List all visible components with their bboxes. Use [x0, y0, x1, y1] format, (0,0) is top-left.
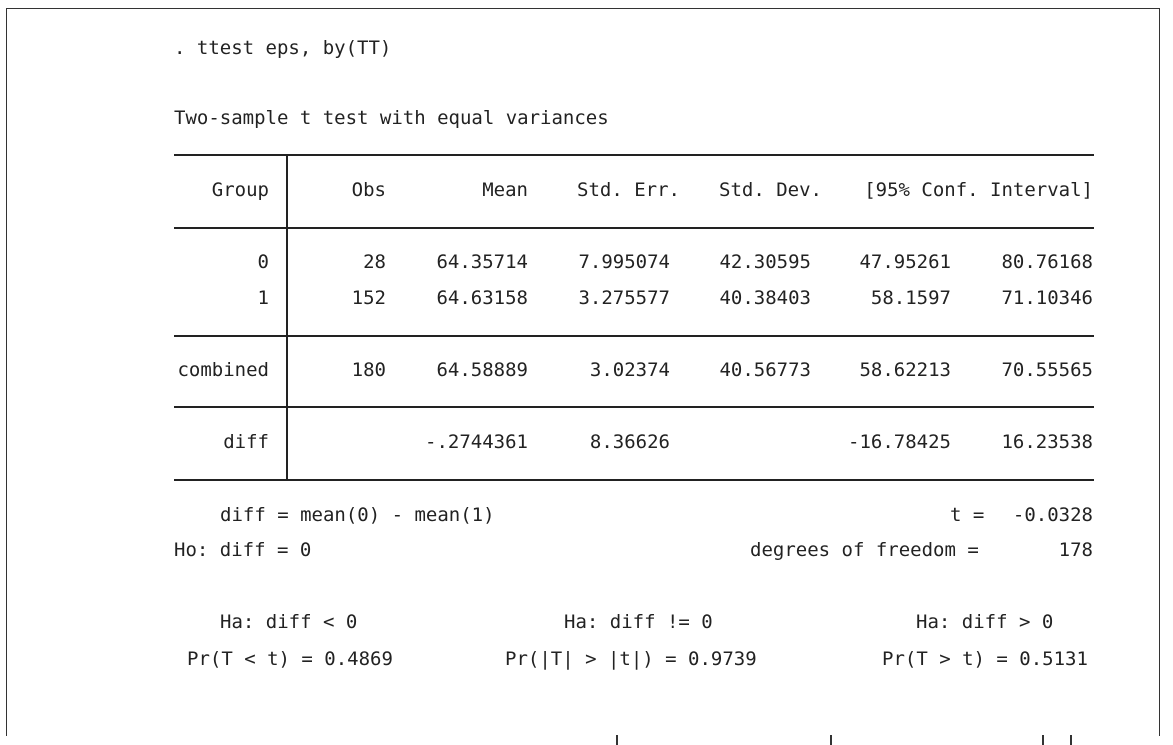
- pr-less: Pr(T < t) = 0.4869: [187, 648, 393, 670]
- row-1-mean: 64.63158: [436, 287, 528, 309]
- combined-ci-high: 70.55565: [1001, 359, 1093, 381]
- diff-definition: diff = mean(0) - mean(1): [220, 504, 495, 526]
- row-1-ci-low: 58.1597: [870, 287, 951, 309]
- row-1-std-dev: 40.38403: [719, 287, 811, 309]
- col-header-conf-interval: [95% Conf. Interval]: [864, 179, 1093, 201]
- null-hypothesis: Ho: diff = 0: [174, 539, 312, 561]
- group-column-divider: [286, 155, 288, 480]
- diff-ci-low: -16.78425: [848, 431, 951, 453]
- row-0-std-dev: 42.30595: [719, 251, 811, 273]
- combined-ci-low: 58.62213: [859, 359, 951, 381]
- combined-obs: 180: [351, 359, 386, 381]
- row-0-std-err: 7.995074: [578, 251, 670, 273]
- command-line: . ttest eps, by(TT): [174, 37, 392, 59]
- row-0-ci-high: 80.76168: [1001, 251, 1093, 273]
- table-bottom-rule: [174, 479, 1094, 481]
- diff-ci-high: 16.23538: [1001, 431, 1093, 453]
- output-frame: [6, 8, 1160, 736]
- col-header-obs: Obs: [351, 179, 386, 201]
- row-0-group: 0: [257, 251, 269, 273]
- col-header-std-dev: Std. Dev.: [719, 179, 822, 201]
- df-value: 178: [1058, 539, 1093, 561]
- pr-not-equal: Pr(|T| > |t|) = 0.9739: [505, 648, 757, 670]
- ha-less: Ha: diff < 0: [220, 611, 358, 633]
- row-1-group: 1: [257, 287, 269, 309]
- combined-std-dev: 40.56773: [719, 359, 811, 381]
- edge-tick: [830, 735, 832, 745]
- pr-greater: Pr(T > t) = 0.5131: [882, 648, 1088, 670]
- ha-greater: Ha: diff > 0: [916, 611, 1054, 633]
- test-title: Two-sample t test with equal variances: [174, 107, 609, 129]
- diff-std-err: 8.36626: [589, 431, 670, 453]
- df-label: degrees of freedom =: [750, 539, 979, 561]
- edge-tick: [616, 735, 618, 745]
- row-0-ci-low: 47.95261: [859, 251, 951, 273]
- combined-std-err: 3.02374: [589, 359, 670, 381]
- diff-mean: -.2744361: [425, 431, 528, 453]
- row-1-std-err: 3.275577: [578, 287, 670, 309]
- groups-rule: [174, 335, 1094, 337]
- row-0-mean: 64.35714: [436, 251, 528, 273]
- ha-not-equal: Ha: diff != 0: [564, 611, 713, 633]
- combined-mean: 64.58889: [436, 359, 528, 381]
- row-0-obs: 28: [363, 251, 386, 273]
- col-header-mean: Mean: [482, 179, 528, 201]
- edge-tick: [1070, 735, 1072, 745]
- bottom-edge-marks: [0, 735, 1173, 745]
- row-1-obs: 152: [351, 287, 386, 309]
- t-label: t =: [950, 504, 985, 526]
- t-value: -0.0328: [1012, 504, 1093, 526]
- col-header-std-err: Std. Err.: [577, 179, 680, 201]
- edge-tick: [1042, 735, 1044, 745]
- header-rule: [174, 227, 1094, 229]
- combined-group: combined: [177, 359, 269, 381]
- combined-rule: [174, 406, 1094, 408]
- diff-group: diff: [223, 431, 269, 453]
- col-header-group: Group: [211, 179, 269, 201]
- row-1-ci-high: 71.10346: [1001, 287, 1093, 309]
- table-top-rule: [174, 154, 1094, 156]
